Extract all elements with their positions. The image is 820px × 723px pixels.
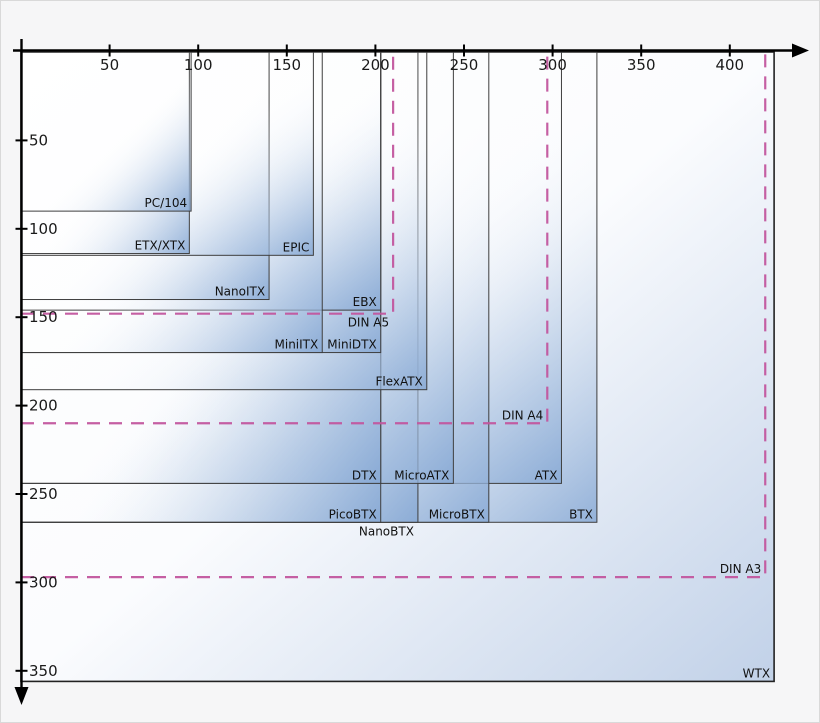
- form-factor-label-epic: EPIC: [283, 240, 310, 254]
- form-factor-label-ebx: EBX: [353, 295, 377, 309]
- din-outline-din-a4: [21, 52, 549, 425]
- din-outline-din-a3: [21, 52, 767, 579]
- x-tick-label: 400: [715, 56, 744, 74]
- y-tick-label: 350: [29, 662, 58, 680]
- form-factor-label-etx-xtx: ETX/XTX: [135, 239, 186, 253]
- x-axis-arrow: [792, 43, 809, 58]
- form-factor-label-din-a4: DIN A4: [502, 408, 543, 422]
- form-factor-label-din-a3: DIN A3: [720, 562, 761, 576]
- y-tick-label: 250: [29, 485, 58, 503]
- x-tick-label: 350: [627, 56, 656, 74]
- form-factor-label-nanobtx: NanoBTX: [359, 524, 414, 538]
- form-factor-label-nanoitx: NanoITX: [215, 285, 265, 299]
- axes: [13, 39, 794, 689]
- y-tick-label: 100: [29, 220, 58, 238]
- form-factor-label-wtx: WTX: [743, 666, 770, 680]
- x-tick-label: 100: [184, 56, 213, 74]
- y-tick-label: 150: [29, 308, 58, 326]
- x-tick-label: 300: [538, 56, 567, 74]
- form-factor-label-microatx: MicroATX: [394, 468, 449, 482]
- form-factor-label-microbtx: MicroBTX: [429, 507, 485, 521]
- form-factor-label-miniitx: MiniITX: [275, 338, 319, 352]
- x-tick-label: 50: [100, 56, 119, 74]
- y-tick-label: 50: [29, 131, 48, 149]
- form-factor-label-pc-104: PC/104: [145, 196, 188, 210]
- form-factor-label-minidtx: MiniDTX: [327, 338, 376, 352]
- form-factor-label-picobtx: PicoBTX: [329, 507, 377, 521]
- y-tick-label: 200: [29, 397, 58, 415]
- y-tick-label: 300: [29, 573, 58, 591]
- form-factor-label-dtx: DTX: [352, 468, 377, 482]
- form-factor-label-btx: BTX: [569, 507, 593, 521]
- form-factor-label-atx: ATX: [535, 468, 558, 482]
- x-tick-label: 250: [450, 56, 479, 74]
- y-axis-arrow: [14, 687, 29, 705]
- x-tick-label: 200: [361, 56, 390, 74]
- form-factor-label-din-a5: DIN A5: [348, 316, 389, 330]
- form-factor-label-flexatx: FlexATX: [375, 375, 422, 389]
- x-tick-label: 150: [272, 56, 301, 74]
